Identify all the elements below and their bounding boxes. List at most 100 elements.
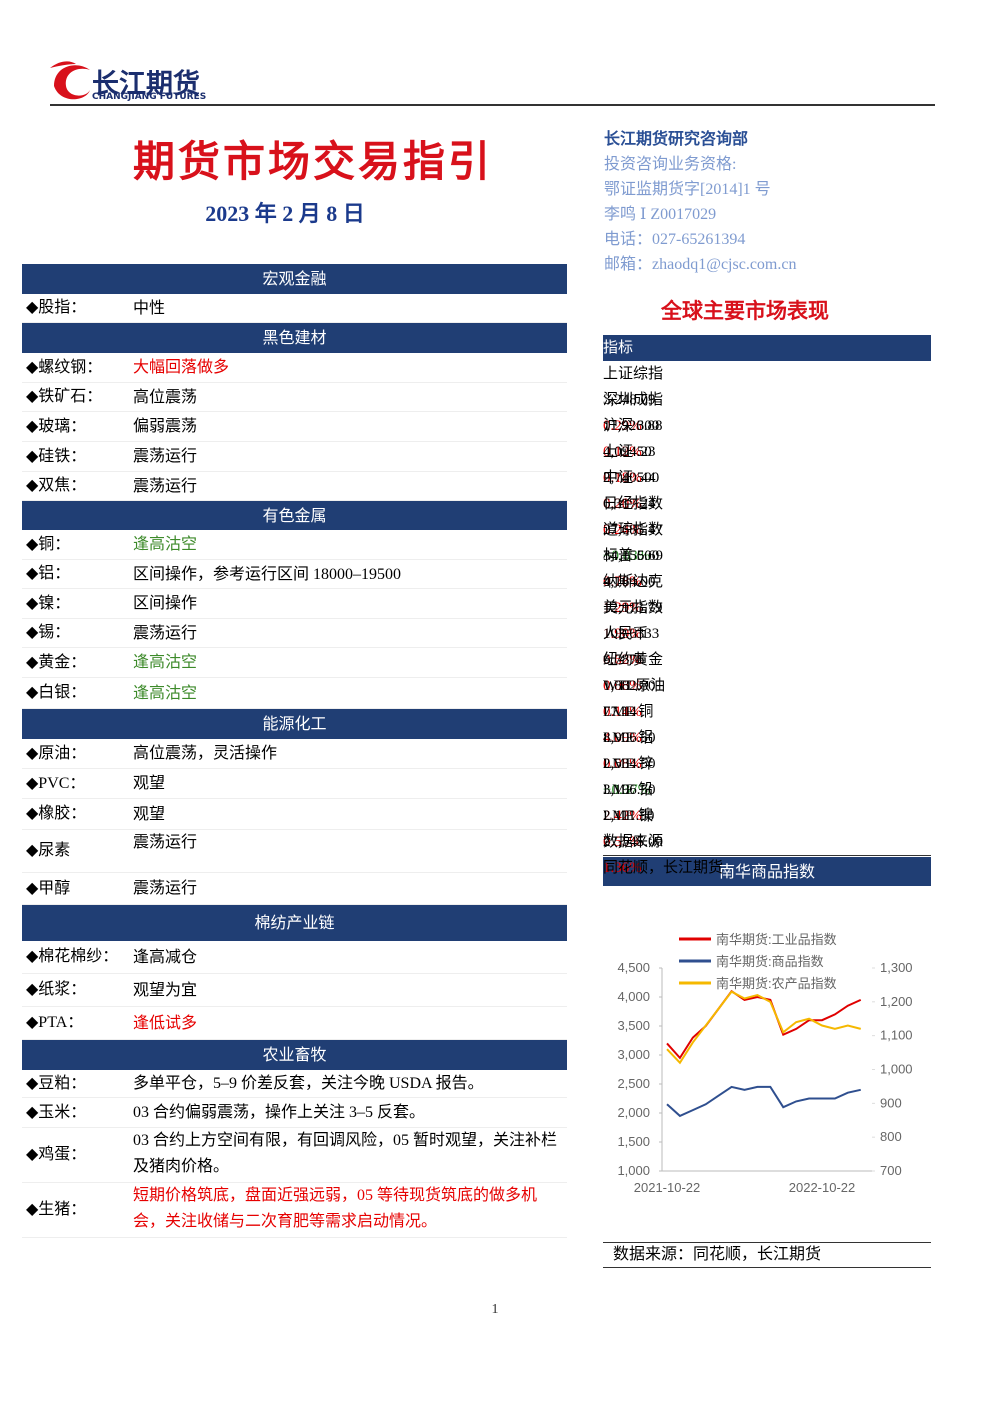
market-price: 12,113.79 [603, 600, 663, 616]
market-row: 深圳成指 11,926.88 0.12% [603, 387, 931, 460]
market-row: 美元指数 103.6333 0.62% [603, 595, 931, 668]
view: 观望 [133, 805, 166, 823]
commodity: ◆白银： [26, 684, 87, 701]
view: 多单平仓，5–9 价差反套，关注今晚 USDA 报告。 [133, 1075, 484, 1092]
commodity: ◆硅铁： [26, 448, 87, 465]
market-price: 3,248.09 [603, 392, 656, 408]
market-name: LME 镍 [603, 808, 654, 824]
market-change: 0.24% [603, 522, 642, 538]
market-price: 27,685.47 [603, 522, 663, 538]
market-name: WTI 原油 [603, 678, 666, 694]
column-header: 涨跌幅 [603, 392, 649, 408]
table-header: 指标 最新价 涨跌幅 [603, 335, 931, 408]
dept: 长江期货研究咨询部 [604, 131, 749, 148]
commodity: ◆镍： [26, 595, 71, 612]
market-price: 2,111.50 [603, 808, 655, 824]
contact-line: 电话：027-65261394 [604, 231, 746, 248]
view: 逢高沽空 [133, 536, 198, 553]
chart-title: 南华商品指数 [603, 857, 931, 886]
guide-row: ◆硅铁： 震荡运行 [22, 442, 567, 472]
guide-row: ◆甲醇 震荡运行 [22, 873, 567, 905]
view: 区间操作，参考运行区间 18000–19500 [133, 565, 402, 583]
view: 观望 [133, 775, 166, 792]
market-change: 0.14% [603, 704, 642, 720]
y-tick-label: 4,500 [617, 960, 650, 975]
view: 震荡运行 [133, 624, 198, 642]
market-title: 全球主要市场表现 [661, 299, 829, 323]
guide-row: ◆双焦： 震荡运行 [22, 472, 567, 501]
series-line [666, 990, 862, 1065]
commodity: ◆玉米： [26, 1104, 87, 1121]
view: 逢低试多 [133, 1014, 198, 1032]
commodity: ◆纸浆： [26, 981, 87, 998]
contact-line: 邮箱：zhaodq1@cjsc.com.cn [604, 256, 797, 273]
guide-row: ◆尿素 震荡运行 [22, 830, 567, 873]
logo-icon [50, 61, 90, 100]
commodity: ◆铜： [26, 536, 71, 553]
guide-row: ◆镍： 区间操作 [22, 589, 567, 619]
commodity: ◆尿素 [26, 842, 71, 859]
section-header: 农业畜牧 [22, 1040, 567, 1070]
guide-row: ◆铜： 逢高沽空 [22, 530, 567, 560]
market-name: 纳斯达克 [603, 574, 664, 590]
y2-tick-label: 800 [880, 1129, 902, 1144]
market-row: LME 铅 2,111.50 0.55% [603, 777, 931, 850]
market-row: 人民币 6.7876 0.06% [603, 621, 931, 694]
market-price: 8,906.50 [603, 730, 656, 746]
market-name: 人民币 [603, 626, 649, 642]
view: 中性 [133, 299, 166, 317]
y2-tick-label: 900 [880, 1095, 902, 1110]
guide-row: ◆生猪： 短期价格筑底，盘面近强远弱，05 等待现货筑底的做多机会，关注收储与二次… [22, 1183, 567, 1238]
section-header: 黑色建材 [22, 323, 567, 353]
market-price: 6.7876 [603, 652, 645, 668]
contact-line: 李鸣 Ⅰ Z0017029 [604, 206, 717, 223]
y-tick-label: 2,000 [617, 1105, 650, 1120]
commodity: ◆原油： [26, 745, 87, 762]
market-name: 上证 50 [603, 444, 652, 460]
view: 高位震荡 [133, 388, 198, 406]
guide-row: ◆螺纹钢： 大幅回落做多 [22, 353, 567, 383]
legend-label: 南华期货:农产品指数 [716, 976, 837, 991]
guide-row: ◆原油： 高位震荡，灵活操作 [22, 739, 567, 769]
market-row: 沪深 300 4,094.23 0.18% [603, 413, 931, 486]
market-change: 0.12% [603, 444, 642, 460]
market-change: 1.36% [603, 860, 642, 876]
header-rule [50, 104, 935, 106]
market-name: 中证 500 [603, 470, 660, 486]
guide-row: ◆棉花棉纱： 逢高减仓 [22, 941, 567, 974]
market-row: 道琼指数 34,156.69 0.78% [603, 517, 931, 590]
y2-tick-label: 700 [880, 1163, 902, 1178]
y-tick-label: 3,500 [617, 1018, 650, 1033]
market-row: 纳斯达克 12,113.79 1.90% [603, 569, 931, 642]
market-price: 2,740.44 [603, 470, 656, 486]
commodity: ◆股指： [26, 299, 87, 316]
view: 震荡运行 [133, 880, 198, 897]
view: 震荡运行 [133, 477, 198, 495]
guide-row: ◆黄金： 逢高沽空 [22, 648, 567, 678]
y-tick-label: 1,000 [617, 1163, 650, 1178]
guide-row: ◆玻璃： 偏弱震荡 [22, 412, 567, 442]
market-row: WTI 原油 77.14 4.09% [603, 673, 931, 746]
section-header: 宏观金融 [22, 264, 567, 294]
source: 同花顺，长江期货 [603, 860, 724, 876]
market-price: 27,545.00 [603, 834, 663, 850]
market-row: LME 锌 3,196.50 2.42% [603, 751, 931, 824]
guide-row: ◆铁矿石： 高位震荡 [22, 383, 567, 412]
guide-row: ◆锡： 震荡运行 [22, 619, 567, 648]
view: 观望为宜 [133, 981, 198, 999]
view: 短期价格筑底，盘面近强远弱，05 等待现货筑底的做多机会，关注收储与二次育肥等需… [133, 1187, 538, 1230]
market-price: 6,317.24 [603, 496, 656, 512]
view: 逢高减仓 [133, 948, 198, 966]
view: 偏弱震荡 [133, 418, 198, 435]
market-change: 1.29% [603, 600, 642, 616]
chart-source: 数据来源：同花顺，长江期货 [603, 1242, 931, 1268]
market-name: 沪深 300 [603, 418, 660, 434]
market-price: 1,882.80 [603, 678, 656, 694]
market-source: 数据来源 同花顺，长江期货 [603, 829, 931, 876]
market-change: 1.90% [603, 626, 642, 642]
market-change: 0.55% [603, 834, 642, 850]
market-row: 上证综指 3,248.09 0.29% [603, 361, 931, 434]
commodity: ◆橡胶： [26, 805, 87, 822]
market-price: 11,926.88 [603, 418, 663, 434]
date: 2023 年 2 月 8 日 [205, 201, 365, 226]
